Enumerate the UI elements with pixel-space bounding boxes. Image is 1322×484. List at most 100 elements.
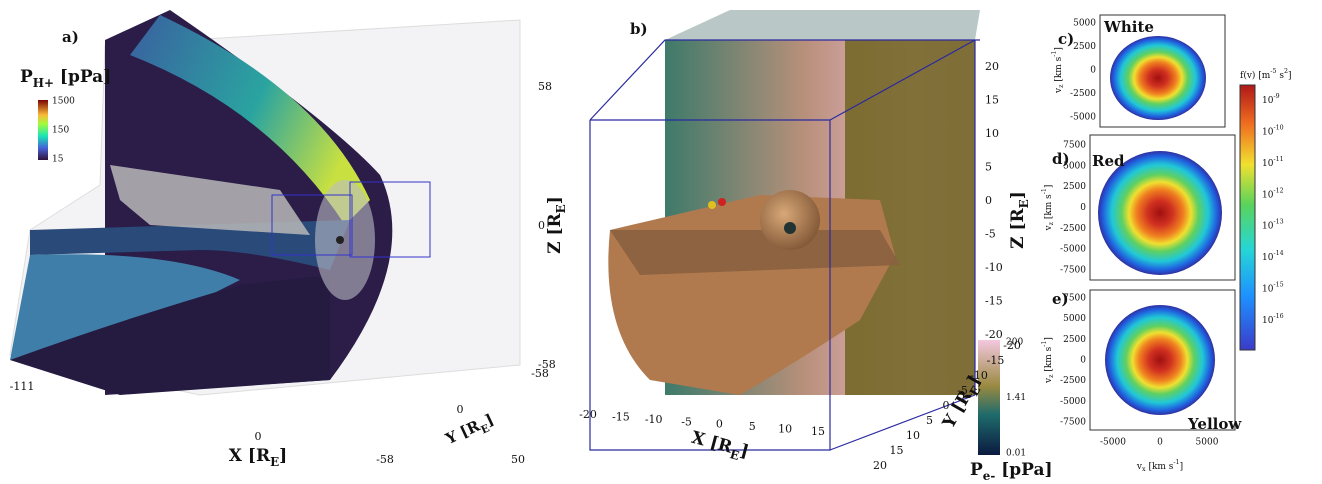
- label: 150: [52, 126, 69, 136]
- label-part: [pPa]: [995, 460, 1052, 480]
- label: -15: [985, 295, 1003, 308]
- label: 5000: [1196, 438, 1219, 448]
- label: -5000: [1100, 438, 1126, 448]
- label-part: 10: [1262, 190, 1274, 200]
- label-part: 10: [1262, 221, 1274, 231]
- label-part: 10: [1262, 96, 1274, 106]
- label-part: z: [1058, 84, 1065, 88]
- label: 0: [1080, 356, 1086, 366]
- label-part: 2: [1284, 68, 1288, 75]
- label-part: f(v) [m: [1240, 70, 1271, 81]
- label-part: v: [1044, 224, 1054, 231]
- label: Y [RE]: [442, 410, 498, 452]
- label-part: 10: [1262, 127, 1274, 137]
- label: Z [RE]: [1008, 191, 1032, 249]
- label: b): [630, 20, 648, 38]
- label-part: -12: [1273, 187, 1283, 194]
- vdf-panels: [1089, 14, 1256, 431]
- label-part: -14: [1273, 250, 1283, 257]
- label: -2500: [1060, 224, 1086, 234]
- label: 10-13: [1262, 219, 1284, 232]
- label: 200: [1006, 338, 1023, 348]
- label: 10: [985, 127, 999, 140]
- label: vz [km s-1]: [1041, 337, 1055, 384]
- label-part: -16: [1273, 313, 1283, 320]
- label: 0: [985, 194, 992, 207]
- label: Pe- [pPa]: [970, 460, 1053, 484]
- label: Z [RE]: [545, 196, 569, 254]
- label: 5: [926, 414, 933, 427]
- label: c): [1058, 30, 1074, 48]
- label-part: z: [1048, 374, 1055, 378]
- label-part: v: [1054, 87, 1064, 94]
- label: 5: [985, 161, 992, 174]
- label: 15: [985, 94, 999, 107]
- label-part: z: [1048, 221, 1055, 225]
- label-part: 10: [1262, 158, 1274, 168]
- label: -5000: [1070, 113, 1096, 123]
- label-part: -11: [1273, 156, 1283, 163]
- label: 0: [716, 418, 723, 431]
- label-part: P: [970, 460, 983, 480]
- label: 2500: [1073, 42, 1096, 52]
- label: -2500: [1070, 89, 1096, 99]
- label: 15: [890, 444, 904, 457]
- label-part: [pPa]: [54, 67, 111, 87]
- label-part: -15: [1273, 282, 1283, 289]
- label: vx [km s-1]: [1136, 459, 1183, 473]
- label: vz [km s-1]: [1041, 185, 1055, 232]
- label-part: Z [R: [545, 212, 565, 253]
- label: Red: [1092, 152, 1125, 170]
- label-part: H+: [33, 76, 54, 90]
- label: 50: [511, 453, 525, 466]
- label: 2500: [1063, 335, 1086, 345]
- label: -15: [987, 354, 1005, 367]
- label: -7500: [1060, 266, 1086, 276]
- label: -20: [579, 408, 597, 421]
- label: 15: [811, 425, 825, 438]
- label: 7500: [1063, 141, 1086, 151]
- label-part: ]: [1180, 462, 1184, 472]
- label-part: -1: [1041, 341, 1048, 347]
- label: -111: [10, 380, 35, 393]
- label: 2500: [1063, 182, 1086, 192]
- panel-b-render: [589, 10, 1000, 455]
- label-part: ]: [279, 446, 287, 466]
- label: 15: [52, 155, 64, 165]
- label-part: ]: [738, 440, 751, 461]
- label: PH+ [pPa]: [20, 67, 111, 91]
- label: 10-14: [1262, 250, 1284, 263]
- label-part: ]: [1044, 185, 1054, 189]
- label: 5: [749, 420, 756, 433]
- label-part: ]: [1054, 47, 1064, 51]
- label: e): [1052, 290, 1069, 308]
- label: 10: [906, 429, 920, 442]
- label: -10: [985, 261, 1003, 274]
- label: 10-15: [1262, 282, 1284, 295]
- label-part: v: [1136, 462, 1143, 472]
- label: 0: [943, 399, 950, 412]
- label: 5000: [1073, 19, 1096, 29]
- label-part: ]: [1008, 191, 1028, 199]
- label-part: -10: [1273, 124, 1283, 131]
- label: 0: [255, 430, 262, 443]
- label-part: [km s: [1044, 194, 1054, 222]
- label-part: ]: [545, 196, 565, 204]
- label-part: E: [728, 447, 740, 463]
- label-part: -1: [1173, 459, 1179, 466]
- label: 10-10: [1262, 124, 1284, 137]
- label: 10-11: [1262, 156, 1284, 169]
- label: -58: [376, 453, 394, 466]
- label: 0: [1080, 203, 1086, 213]
- label-part: Z [R: [1008, 207, 1028, 248]
- label: -10: [970, 369, 988, 382]
- label-part: X [R: [229, 446, 271, 466]
- label: -20: [1003, 339, 1021, 352]
- colorbar-a: [38, 100, 48, 160]
- label: 5000: [1063, 161, 1086, 171]
- label: 1500: [52, 97, 75, 107]
- label-part: 10: [1262, 284, 1274, 294]
- label: 10-16: [1262, 313, 1284, 326]
- label-part: ]: [1288, 71, 1292, 81]
- label: -5: [957, 384, 968, 397]
